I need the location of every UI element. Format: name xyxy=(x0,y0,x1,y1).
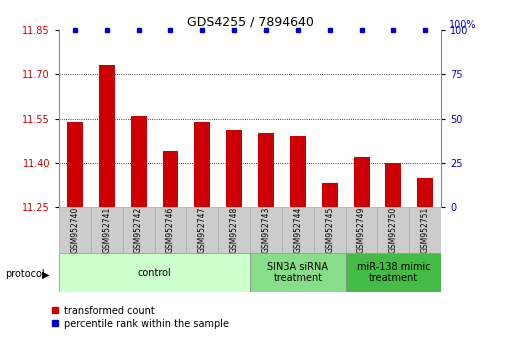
Text: GSM952748: GSM952748 xyxy=(230,207,239,253)
Bar xyxy=(346,253,441,292)
Bar xyxy=(417,178,433,207)
Bar xyxy=(353,157,369,207)
Bar xyxy=(378,207,409,253)
Text: SIN3A siRNA
treatment: SIN3A siRNA treatment xyxy=(267,262,328,284)
Text: protocol: protocol xyxy=(5,269,45,279)
Bar xyxy=(123,207,154,253)
Bar xyxy=(250,207,282,253)
Text: GSM952742: GSM952742 xyxy=(134,207,143,253)
Bar xyxy=(91,207,123,253)
Bar xyxy=(346,207,378,253)
Text: GSM952745: GSM952745 xyxy=(325,207,334,253)
Bar xyxy=(99,65,115,207)
Text: GSM952741: GSM952741 xyxy=(102,207,111,253)
Bar xyxy=(282,207,314,253)
Text: GSM952744: GSM952744 xyxy=(293,207,302,253)
Bar xyxy=(163,151,179,207)
Bar xyxy=(409,207,441,253)
Text: GSM952747: GSM952747 xyxy=(198,207,207,253)
Bar xyxy=(290,136,306,207)
Text: 100%: 100% xyxy=(449,20,477,30)
Text: GSM952746: GSM952746 xyxy=(166,207,175,253)
Bar xyxy=(314,207,346,253)
Bar xyxy=(258,133,274,207)
Bar xyxy=(186,207,218,253)
Text: GSM952750: GSM952750 xyxy=(389,207,398,253)
Bar xyxy=(218,207,250,253)
Text: GSM952743: GSM952743 xyxy=(262,207,270,253)
Text: ▶: ▶ xyxy=(42,269,50,279)
Text: GSM952749: GSM952749 xyxy=(357,207,366,253)
Text: GSM952751: GSM952751 xyxy=(421,207,430,253)
Legend: transformed count, percentile rank within the sample: transformed count, percentile rank withi… xyxy=(51,306,229,329)
Bar xyxy=(67,121,83,207)
Bar xyxy=(59,207,91,253)
Bar xyxy=(59,253,250,292)
Text: miR-138 mimic
treatment: miR-138 mimic treatment xyxy=(357,262,430,284)
Text: control: control xyxy=(137,268,171,278)
Text: GSM952740: GSM952740 xyxy=(70,207,80,253)
Bar xyxy=(250,253,346,292)
Bar xyxy=(154,207,186,253)
Bar xyxy=(385,163,401,207)
Bar xyxy=(194,121,210,207)
Bar xyxy=(226,130,242,207)
Bar xyxy=(131,116,147,207)
Bar xyxy=(322,183,338,207)
Title: GDS4255 / 7894640: GDS4255 / 7894640 xyxy=(187,16,313,29)
